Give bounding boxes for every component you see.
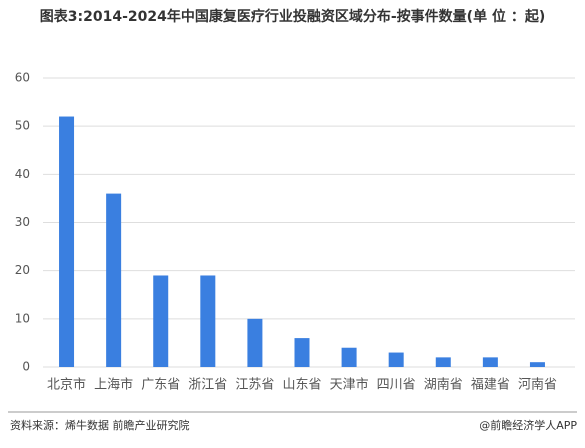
x-tick-label: 湖南省 — [424, 377, 463, 393]
y-tick-label: 60 — [15, 71, 30, 85]
y-tick-label: 50 — [15, 119, 30, 133]
bar — [59, 116, 75, 368]
bar — [529, 362, 545, 367]
x-tick-label: 福建省 — [471, 378, 510, 393]
bar — [435, 357, 451, 367]
y-tick-label: 10 — [15, 311, 30, 325]
y-tick-label: 20 — [15, 263, 30, 277]
bar — [294, 338, 310, 367]
bar — [341, 347, 357, 367]
bar — [482, 357, 498, 367]
x-tick-label: 北京市 — [47, 377, 86, 393]
x-tick-label: 山东省 — [282, 378, 321, 393]
x-tick-label: 江苏省 — [235, 377, 274, 393]
x-tick-label: 广东省 — [141, 378, 180, 393]
y-tick-label: 40 — [15, 167, 30, 181]
footer-source: 资料来源：烯牛数据 前瞻产业研究院 — [10, 418, 190, 432]
x-tick-label: 上海市 — [94, 377, 133, 393]
bar — [153, 275, 169, 367]
bar — [388, 352, 404, 367]
bar — [200, 275, 216, 367]
x-tick-label: 四川省 — [377, 378, 416, 393]
x-tick-label: 浙江省 — [188, 378, 227, 393]
chart-title: 图表3:2014-2024年中国康复医疗行业投融资区域分布-按事件数量(单 位 … — [39, 9, 546, 25]
footer-brand: @前瞻经济学人APP — [479, 418, 577, 432]
bar — [247, 318, 263, 367]
x-tick-label: 河南省 — [518, 377, 557, 393]
bar — [106, 193, 122, 367]
y-tick-label: 0 — [22, 360, 30, 374]
x-tick-label: 天津市 — [330, 377, 369, 393]
y-tick-label: 30 — [15, 215, 30, 229]
